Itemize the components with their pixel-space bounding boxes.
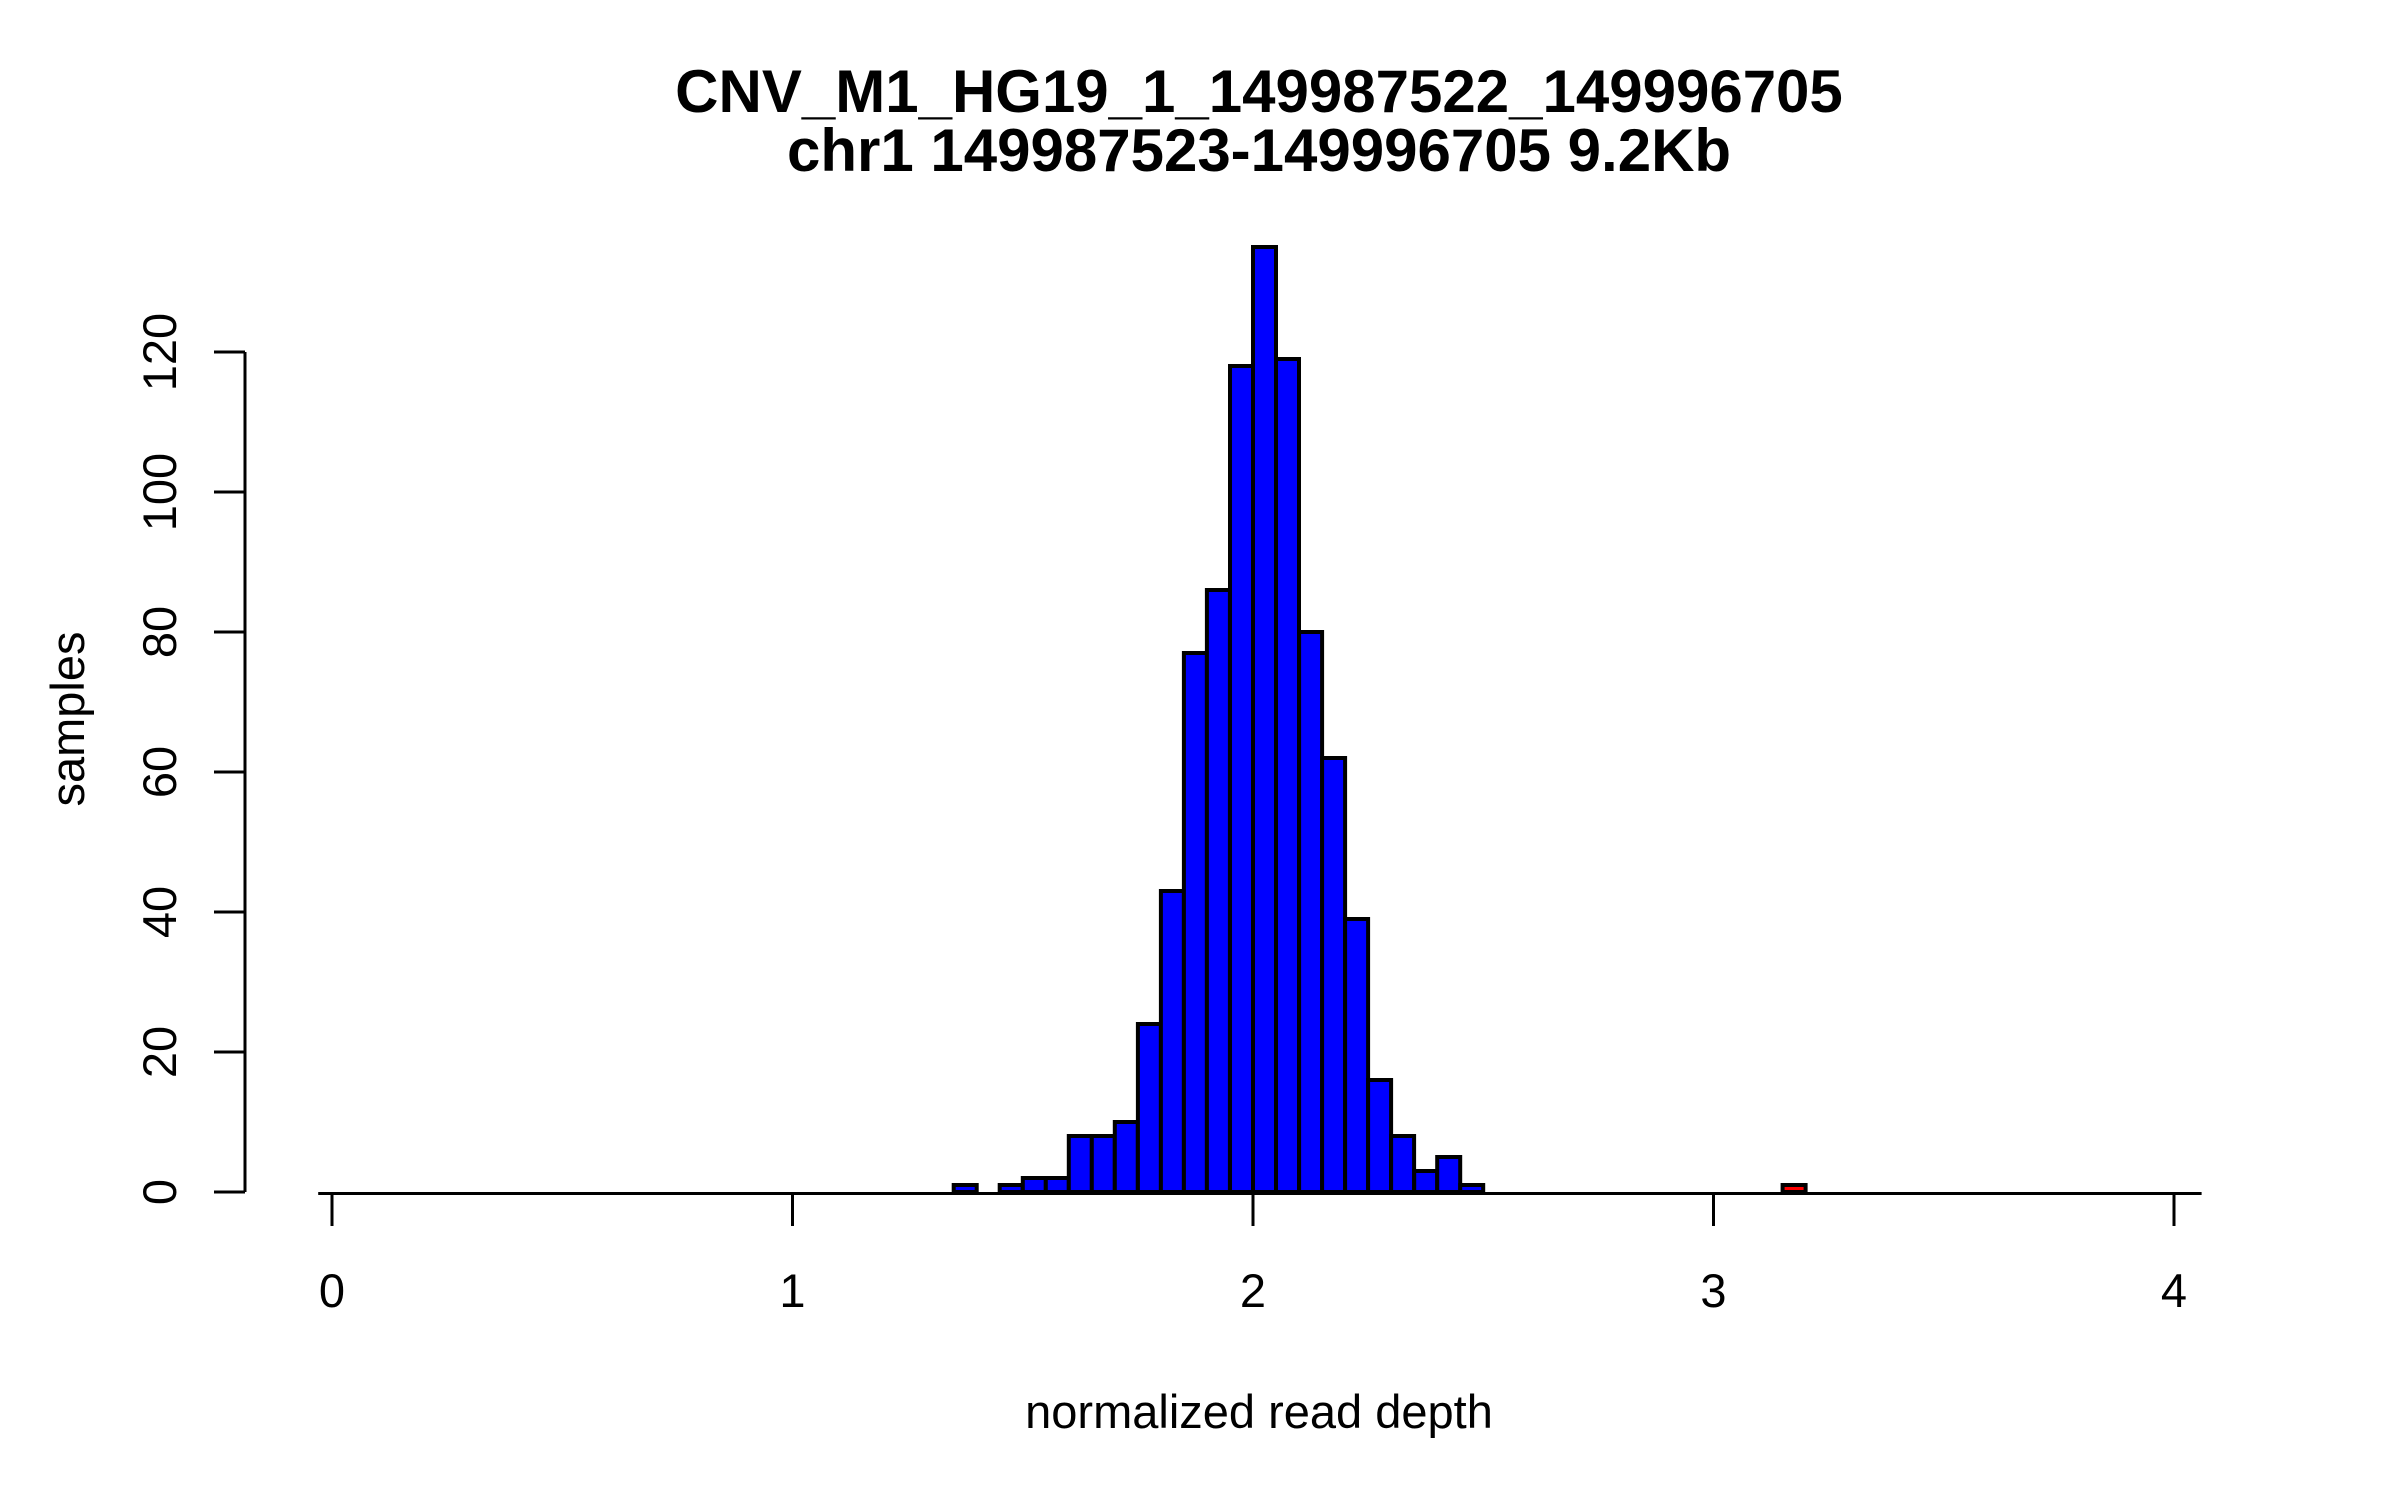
chart-title-line2: chr1 149987523-149996705 9.2Kb: [787, 117, 1731, 184]
histogram-bar: [1089, 1134, 1117, 1194]
y-tick-label: 80: [133, 606, 186, 658]
y-axis-title: samples: [41, 631, 94, 806]
y-tick-label: 20: [133, 1026, 186, 1078]
histogram-bar: [951, 1183, 979, 1194]
y-tick-label: 120: [133, 313, 186, 391]
histogram-bar: [997, 1183, 1025, 1194]
y-tick-label: 60: [133, 746, 186, 798]
histogram-bar: [1343, 917, 1371, 1194]
histogram-bar: [1274, 357, 1301, 1194]
histogram-bar: [1251, 245, 1278, 1194]
histogram-bar: [1412, 1169, 1440, 1194]
y-tick-label: 100: [133, 453, 186, 531]
histogram-bar: [1112, 1120, 1140, 1194]
histogram-bar: [1458, 1183, 1486, 1194]
histogram-bar: [1181, 651, 1209, 1194]
histogram-bar: [1020, 1176, 1048, 1194]
histogram-bar: [1389, 1134, 1417, 1194]
histogram-bar: [1320, 756, 1348, 1194]
histogram-bar: [1066, 1134, 1094, 1194]
y-tick-label: 40: [133, 886, 186, 938]
histogram-bar: [1158, 889, 1186, 1194]
x-tick-label: 4: [2161, 1264, 2187, 1317]
y-tick-label: 0: [133, 1179, 186, 1205]
chart-title-line1: CNV_M1_HG19_1_149987522_149996705: [675, 58, 1843, 125]
histogram-bar: [1135, 1022, 1163, 1194]
x-axis-title: normalized read depth: [1025, 1385, 1493, 1438]
histogram-bar: [1297, 630, 1325, 1194]
bars-layer: [951, 245, 1808, 1194]
histogram-bar: [1228, 364, 1255, 1194]
x-tick-label: 0: [319, 1264, 345, 1317]
histogram-bar: [1366, 1078, 1394, 1194]
histogram-bar: [1435, 1155, 1463, 1194]
histogram-outlier-bar: [1780, 1183, 1808, 1194]
x-tick-label: 3: [1700, 1264, 1726, 1317]
histogram-bar: [1043, 1176, 1071, 1194]
x-tick-label: 2: [1240, 1264, 1266, 1317]
histogram-bar: [1204, 588, 1232, 1194]
x-tick-label: 1: [779, 1264, 805, 1317]
